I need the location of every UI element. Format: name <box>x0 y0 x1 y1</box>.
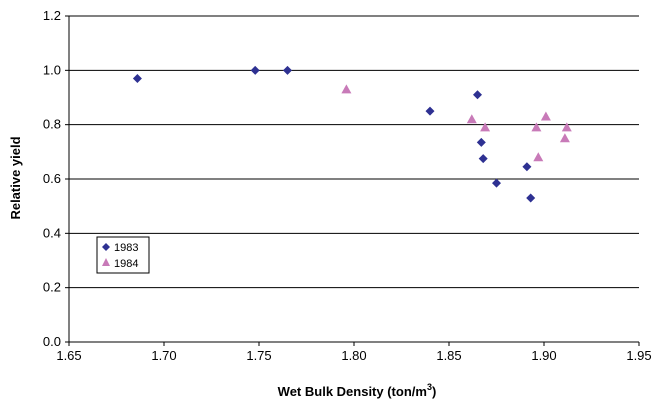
y-tick-label: 0.0 <box>43 334 61 349</box>
data-point-1983 <box>283 65 292 75</box>
data-point-1984 <box>540 111 551 121</box>
data-point-1983 <box>132 73 142 83</box>
data-point-1984 <box>466 114 477 124</box>
legend-label-1983: 1983 <box>114 242 138 254</box>
y-tick-label: 1.0 <box>43 62 61 77</box>
data-point-1984 <box>480 122 491 132</box>
data-point-1984 <box>561 122 572 132</box>
x-axis-title-superscript: 3 <box>427 382 432 392</box>
y-tick-label: 0.6 <box>43 171 61 186</box>
legend: 1983 1984 <box>96 236 150 274</box>
data-point-1984 <box>531 122 542 132</box>
x-tick-label: 1.80 <box>341 348 366 363</box>
x-tick-label: 1.75 <box>246 348 271 363</box>
y-tick-label: 0.4 <box>43 225 61 240</box>
data-point-1983 <box>478 154 488 164</box>
legend-label-1984: 1984 <box>114 258 138 270</box>
data-point-1984 <box>559 133 570 143</box>
x-tick-label: 1.90 <box>531 348 556 363</box>
x-tick-label: 1.85 <box>436 348 461 363</box>
x-tick-label: 1.95 <box>626 348 651 363</box>
y-tick-label: 0.2 <box>43 280 61 295</box>
data-point-1983 <box>425 106 435 116</box>
x-axis-title-tail: ) <box>432 384 436 399</box>
data-point-1983 <box>526 193 536 203</box>
data-point-1984 <box>533 152 544 162</box>
legend-marker-1983 <box>102 243 110 251</box>
y-tick-labels: 0.0 0.2 0.4 0.6 0.8 1.0 1.2 <box>43 8 61 349</box>
data-point-1984 <box>341 84 352 94</box>
y-tick-label: 0.8 <box>43 117 61 132</box>
data-point-1983 <box>250 65 260 75</box>
axes <box>65 15 640 346</box>
y-axis-title: Relative yield <box>8 136 23 219</box>
x-axis-title: Wet Bulk Density (ton/m3) <box>278 382 437 399</box>
data-point-1983 <box>492 178 501 188</box>
legend-marker-1984 <box>102 258 110 266</box>
x-tick-labels: 1.65 1.70 1.75 1.80 1.85 1.90 1.95 <box>56 348 651 363</box>
legend-box <box>96 236 150 274</box>
x-tick-label: 1.65 <box>56 348 81 363</box>
data-points <box>132 65 572 203</box>
y-tick-label: 1.2 <box>43 8 61 23</box>
gridlines <box>69 15 639 289</box>
data-point-1983 <box>473 90 482 100</box>
x-axis-title-main: Wet Bulk Density (ton/m <box>278 384 427 399</box>
data-point-1983 <box>476 137 486 147</box>
x-tick-label: 1.70 <box>151 348 176 363</box>
data-point-1983 <box>522 162 532 172</box>
